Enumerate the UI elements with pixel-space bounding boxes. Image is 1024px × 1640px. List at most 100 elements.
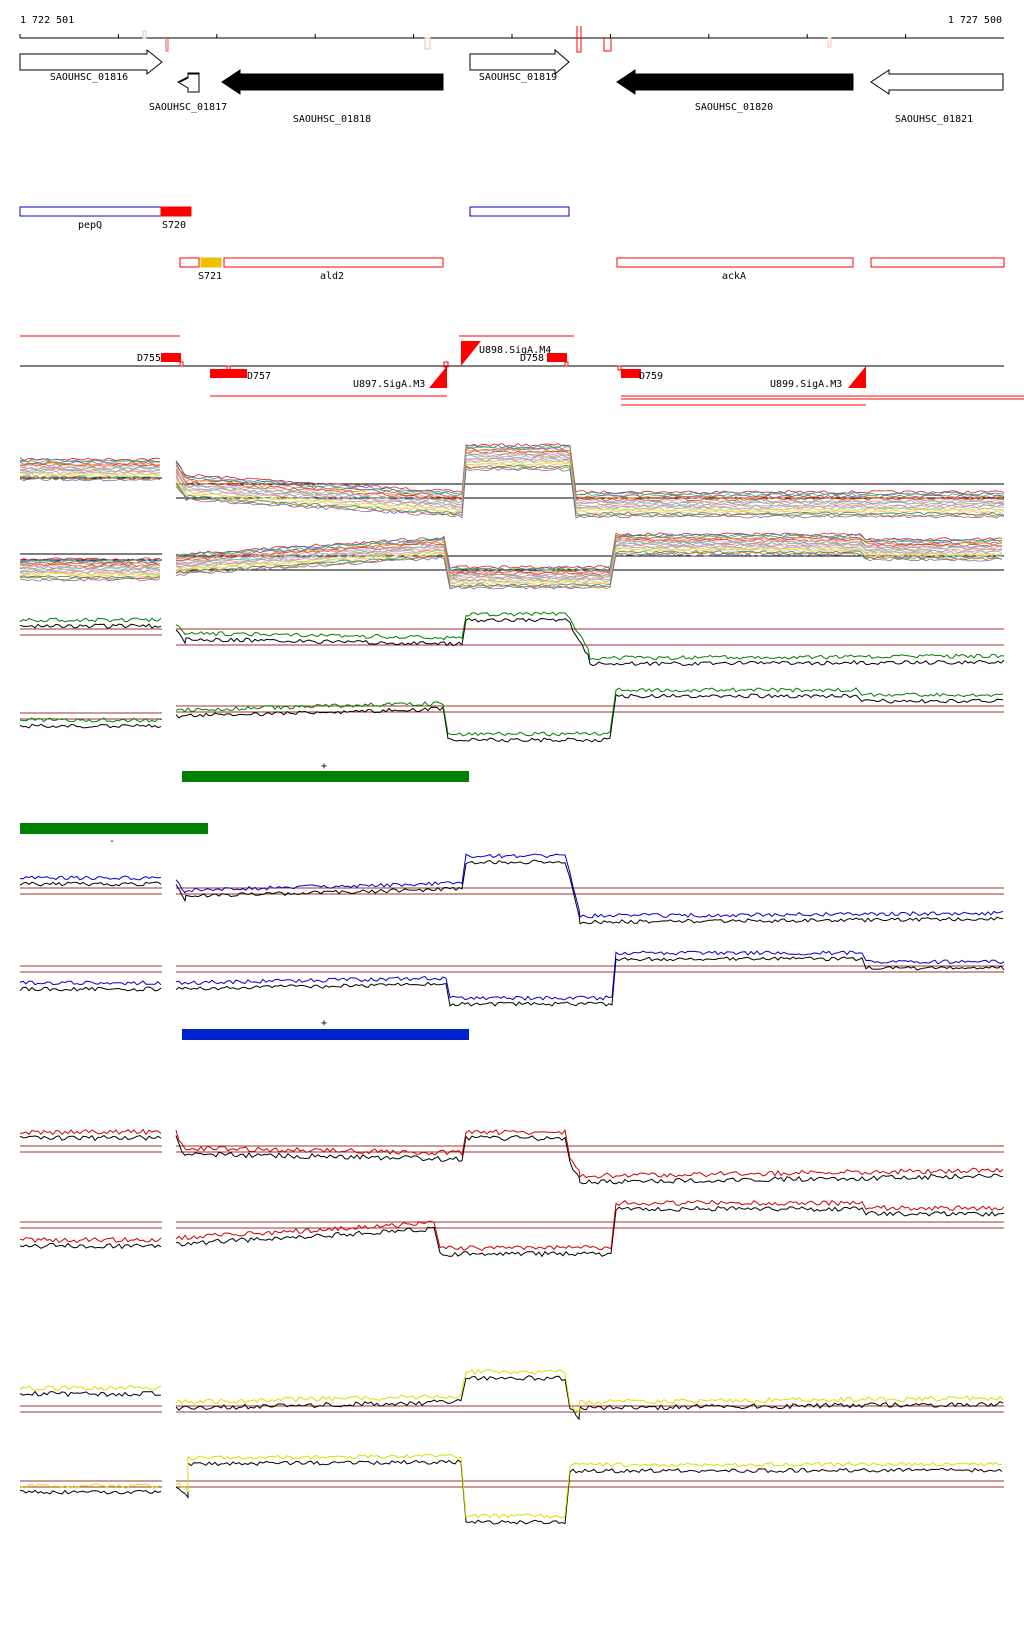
segment-label: D755 xyxy=(137,353,161,364)
profile-line xyxy=(175,611,1005,661)
profile-blue-minus xyxy=(19,950,1005,1007)
annotation-pepq[interactable] xyxy=(19,206,162,217)
segment-u898-siga-m4[interactable]: U898.SigA.M4 xyxy=(461,341,551,366)
profile-line xyxy=(19,1236,162,1244)
transcript-blue-plus[interactable]: + xyxy=(182,1018,469,1040)
profile-line xyxy=(175,453,1005,505)
profile-line xyxy=(175,447,1005,499)
axis-marker xyxy=(165,38,169,52)
gene-label: SAOUHSC_01819 xyxy=(479,72,557,83)
coordinate-axis: 1 722 501 1 727 500 xyxy=(19,15,1004,53)
profile-line xyxy=(175,1375,1004,1421)
profile-line xyxy=(19,577,161,582)
annotation-label: S720 xyxy=(162,220,186,231)
profile-line xyxy=(19,1384,162,1392)
profile-line xyxy=(19,468,161,472)
gene-label: SAOUHSC_01817 xyxy=(149,102,227,113)
profile-line xyxy=(175,458,1005,510)
profile-line xyxy=(175,544,1003,582)
profile-line xyxy=(19,570,161,575)
transcript-green-plus[interactable]: + xyxy=(182,761,469,782)
segment-label: D757 xyxy=(247,371,271,382)
profile-line xyxy=(175,452,1005,503)
annotation-unnamed[interactable] xyxy=(179,257,200,268)
profile-line xyxy=(19,617,162,623)
segment-label: U899.SigA.M3 xyxy=(770,379,842,390)
gene-saouhsc-01820[interactable]: SAOUHSC_01820 xyxy=(616,69,854,113)
profile-line xyxy=(175,1128,1004,1179)
profile-line xyxy=(19,463,161,468)
gene-label: SAOUHSC_01818 xyxy=(293,114,371,125)
segment-u897-siga-m3[interactable]: U897.SigA.M3 xyxy=(353,361,449,390)
profile-line xyxy=(175,1205,1005,1258)
gene-label: SAOUHSC_01820 xyxy=(695,102,773,113)
transcript-green-minus[interactable]: - xyxy=(20,823,208,847)
annotation-s721[interactable] xyxy=(200,257,222,268)
profile-line xyxy=(175,467,1005,519)
profile-line xyxy=(19,717,162,723)
profile-line xyxy=(19,458,160,463)
profile-all-plus xyxy=(19,443,1005,519)
profile-red-plus xyxy=(19,1128,1004,1185)
profile-line xyxy=(175,859,1004,925)
axis-ticks xyxy=(19,34,907,38)
segment-d755[interactable]: D755 xyxy=(137,353,184,367)
strand-plus-mark: + xyxy=(321,761,327,772)
gene-label: SAOUHSC_01816 xyxy=(50,72,128,83)
profile-line xyxy=(19,464,161,469)
axis-end-label: 1 727 500 xyxy=(948,15,1002,26)
gene-saouhsc-01821[interactable]: SAOUHSC_01821 xyxy=(870,69,1004,125)
profile-line xyxy=(175,617,1005,667)
profile-line xyxy=(175,853,1004,919)
profile-line xyxy=(175,550,1003,588)
gene-saouhsc-01819[interactable]: SAOUHSC_01819 xyxy=(469,48,570,83)
segment-label: D759 xyxy=(639,371,663,382)
annotation-label: ald2 xyxy=(320,271,344,282)
axis-marker xyxy=(827,37,832,48)
segment-u899-siga-m3[interactable]: U899.SigA.M3 xyxy=(770,366,866,390)
profile-line xyxy=(175,463,1005,515)
annotation-s720[interactable] xyxy=(160,206,192,217)
annotation-label: pepQ xyxy=(78,220,102,231)
profile-line xyxy=(175,457,1005,509)
gene-saouhsc-01816[interactable]: SAOUHSC_01816 xyxy=(19,48,163,83)
profile-line xyxy=(19,563,161,568)
annotation-track-minus: S721 ald2 ackA xyxy=(179,257,1005,282)
profile-line xyxy=(175,456,1005,507)
profile-line xyxy=(175,454,1005,506)
profile-line xyxy=(19,1390,162,1398)
profile-line xyxy=(19,881,162,887)
profile-line xyxy=(19,1134,162,1142)
profile-line xyxy=(175,546,1003,584)
segment-label: U897.SigA.M3 xyxy=(353,379,425,390)
annotation-unnamed[interactable] xyxy=(469,206,570,217)
annotation-acka[interactable] xyxy=(616,257,854,268)
profile-line xyxy=(175,1368,1004,1414)
gene-saouhsc-01817[interactable]: SAOUHSC_01817 xyxy=(149,72,227,113)
annotation-unnamed[interactable] xyxy=(870,257,1005,268)
profile-line xyxy=(175,461,1005,513)
profile-line xyxy=(175,450,1005,502)
profile-line xyxy=(175,1199,1005,1251)
segment-d757[interactable]: D757 xyxy=(210,365,271,382)
axis-start-label: 1 722 501 xyxy=(20,15,74,26)
profile-line xyxy=(19,459,161,464)
profile-line xyxy=(19,572,161,577)
profile-red-minus xyxy=(19,1199,1005,1258)
profile-line xyxy=(175,1135,1004,1185)
profile-line xyxy=(19,457,161,461)
annotation-label: S721 xyxy=(198,271,222,282)
annotation-ald2[interactable] xyxy=(223,257,444,268)
segment-d759[interactable]: D759 xyxy=(617,365,663,382)
profile-line xyxy=(19,475,161,479)
expression-profiles xyxy=(19,443,1005,1525)
segment-d758[interactable]: D758 xyxy=(520,353,569,367)
strand-minus-mark: - xyxy=(109,836,115,847)
annotation-label: ackA xyxy=(722,271,746,282)
gene-saouhsc-01818[interactable]: SAOUHSC_01818 xyxy=(221,69,444,125)
profile-line xyxy=(19,568,161,572)
gene-label: SAOUHSC_01821 xyxy=(895,114,973,125)
profile-line xyxy=(19,470,161,475)
axis-marker xyxy=(576,26,582,53)
